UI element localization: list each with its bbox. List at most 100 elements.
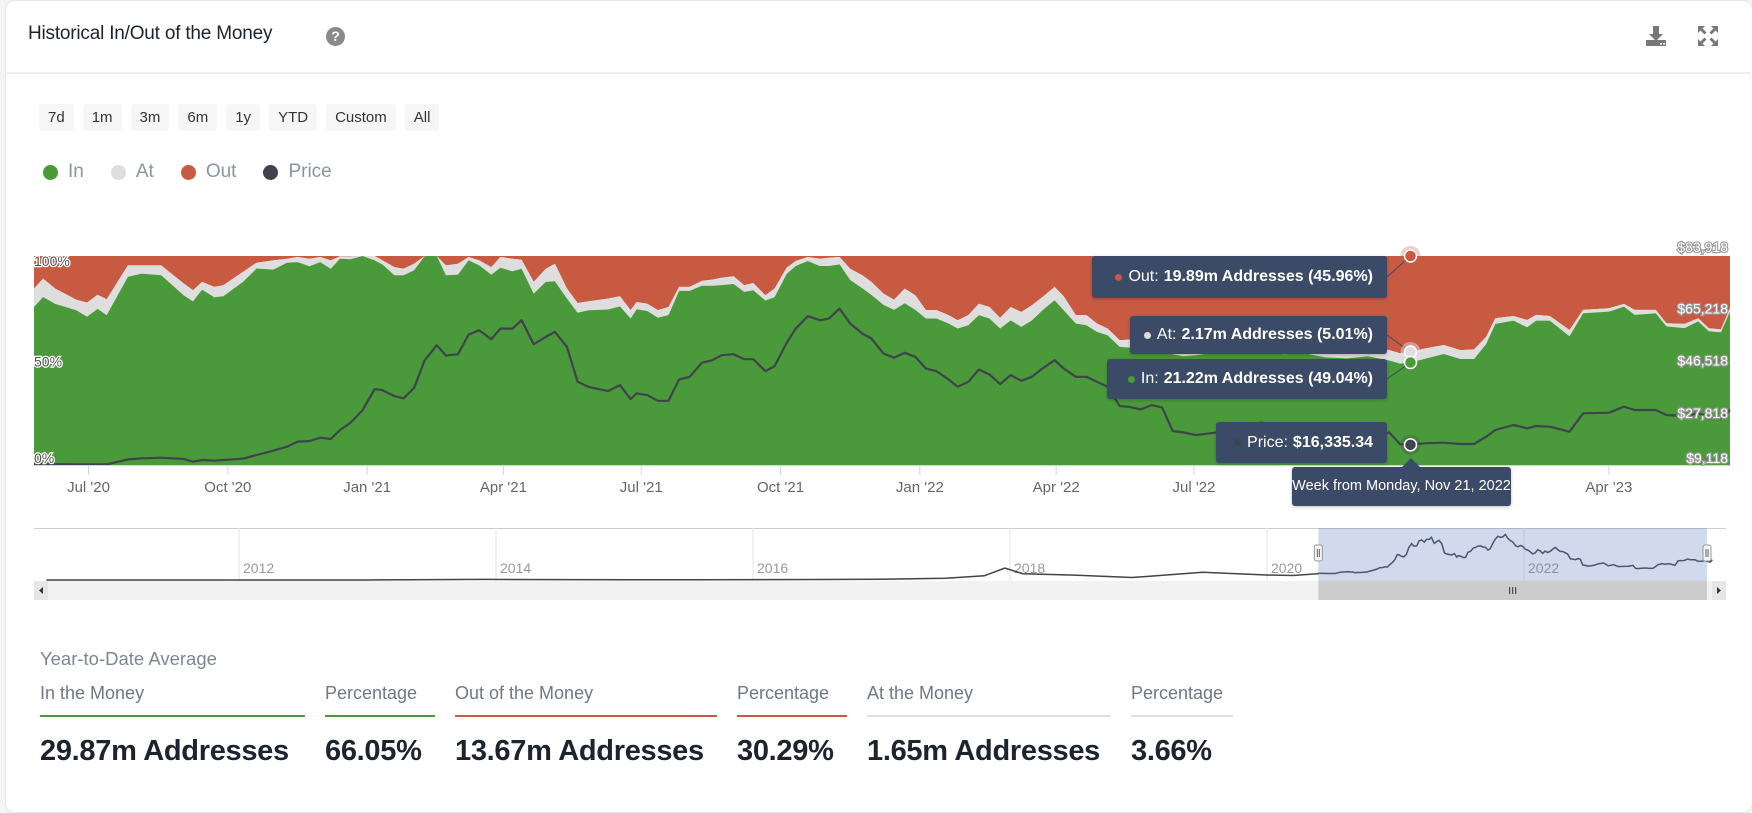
navigator-year-label: 2020 <box>1271 560 1302 576</box>
tooltip-dot-out <box>1115 273 1123 281</box>
tooltip-out: Out: 19.89m Addresses (45.96%) <box>1092 256 1387 298</box>
range-all-button[interactable]: All <box>404 104 440 131</box>
stat-at-the-money: At the Money 1.65m Addresses <box>867 683 1111 768</box>
x-tick-label: Jul '20 <box>67 479 110 496</box>
navigator-year-label: 2014 <box>500 560 531 576</box>
x-tick-label: Jan '21 <box>343 479 391 496</box>
header-divider <box>5 72 1751 74</box>
legend-item-at[interactable]: At <box>110 161 154 183</box>
stat-label: Percentage <box>325 683 418 703</box>
arrow-left-icon <box>39 587 43 594</box>
x-tick-label: Jul '22 <box>1172 479 1215 496</box>
x-tick-label: Jan '22 <box>896 479 944 496</box>
stats-heading: Year-to-Date Average <box>40 648 217 669</box>
range-6m-button[interactable]: 6m <box>178 104 218 131</box>
tooltip-label: In: <box>1140 370 1159 387</box>
x-tick-label: Apr '23 <box>1585 479 1632 496</box>
legend: In At Out Price <box>43 161 359 183</box>
stat-underline <box>455 715 717 717</box>
question-circle-icon[interactable]: ? <box>326 27 345 46</box>
range-3m-button[interactable]: 3m <box>130 104 170 131</box>
page-title: Historical In/Out of the Money <box>28 23 273 44</box>
navigator-year-label: 2012 <box>243 560 274 576</box>
legend-item-out[interactable]: Out <box>180 161 237 183</box>
stat-at-percentage: Percentage 3.66% <box>1131 683 1233 768</box>
stat-value: 1.65m Addresses <box>867 735 1101 767</box>
stat-value: 66.05% <box>325 735 422 767</box>
range-1m-button[interactable]: 1m <box>82 104 122 131</box>
x-tick-label: Oct '20 <box>204 479 251 496</box>
range-custom-button[interactable]: Custom <box>326 104 396 131</box>
y-right-tick-label: $83,918 <box>1677 239 1728 255</box>
download-icon[interactable] <box>1643 23 1669 49</box>
stat-value: 13.67m Addresses <box>455 735 704 767</box>
stat-label: Out of the Money <box>455 683 594 703</box>
navigator-background <box>34 528 1726 581</box>
stat-underline <box>737 715 847 717</box>
legend-item-price[interactable]: Price <box>263 161 332 183</box>
legend-label: Price <box>288 161 332 182</box>
marker-in <box>1403 355 1418 370</box>
tooltip-price: Price: $16,335.34 <box>1216 422 1387 463</box>
tooltip-value: $16,335.34 <box>1292 433 1373 451</box>
y-right-tick-label: $46,518 <box>1677 353 1728 369</box>
tooltip-value: 21.22m Addresses (49.04%) <box>1163 370 1373 387</box>
y-right-tick-label: $9,118 <box>1686 450 1728 466</box>
arrow-right-icon <box>1717 587 1721 594</box>
y-left-tick-label: 50% <box>34 354 62 370</box>
legend-item-in[interactable]: In <box>43 161 84 183</box>
area-in <box>34 256 1730 465</box>
legend-label: In <box>68 161 84 182</box>
x-tick-label: Oct '21 <box>757 479 804 496</box>
tooltip-in: In: 21.22m Addresses (49.04%) <box>1107 359 1387 399</box>
stat-label: In the Money <box>40 683 145 703</box>
stat-label: Percentage <box>1131 683 1224 703</box>
legend-label: At <box>135 161 154 182</box>
stat-out-percentage: Percentage 30.29% <box>737 683 847 768</box>
tooltip-value: 19.89m Addresses (45.96%) <box>1163 268 1373 285</box>
stat-in-the-money: In the Money 29.87m Addresses <box>40 683 305 768</box>
legend-dot-in <box>43 164 58 180</box>
stat-label: Percentage <box>737 683 830 703</box>
stat-value: 29.87m Addresses <box>40 735 289 767</box>
stat-value: 30.29% <box>737 735 834 767</box>
range-ytd-button[interactable]: YTD <box>269 104 318 131</box>
legend-label: Out <box>205 161 237 182</box>
range-1y-button[interactable]: 1y <box>226 104 261 131</box>
navigator-year-label: 2016 <box>757 560 788 576</box>
stat-in-percentage: Percentage 66.05% <box>325 683 435 768</box>
navigator-year-label: 2022 <box>1528 560 1559 576</box>
range-selector: 7d 1m 3m 6m 1y YTD Custom All <box>39 104 440 131</box>
navigator-price-line <box>46 533 1713 581</box>
tooltip-label: Out: <box>1128 268 1159 285</box>
tooltip-at: At: 2.17m Addresses (5.01%) <box>1130 316 1387 354</box>
tooltip-date: Week from Monday, Nov 21, 2022 <box>1292 458 1511 506</box>
stat-underline <box>40 715 305 717</box>
x-tick-label: Jul '21 <box>620 479 663 496</box>
legend-dot-at <box>110 164 126 180</box>
range-7d-button[interactable]: 7d <box>39 104 74 131</box>
stat-underline <box>325 715 435 717</box>
y-left-tick-label: 100% <box>34 253 70 269</box>
stat-out-of-the-money: Out of the Money 13.67m Addresses <box>455 683 717 768</box>
y-right-tick-label: $27,818 <box>1677 405 1728 421</box>
navigator-handle-right[interactable] <box>1702 544 1712 562</box>
tooltip-dot-in <box>1127 375 1135 383</box>
y-right-tick-label: $65,218 <box>1677 300 1728 316</box>
legend-dot-out <box>180 164 196 180</box>
navigator-selection <box>1318 528 1707 581</box>
tooltip-label: At: <box>1156 326 1177 343</box>
scrollbar-track[interactable] <box>34 581 1726 600</box>
navigator-year-label: 2018 <box>1014 560 1045 576</box>
stat-underline <box>1131 715 1233 717</box>
navigator-handle-left[interactable] <box>1313 544 1323 562</box>
stat-label: At the Money <box>867 683 974 703</box>
expand-arrows-icon[interactable] <box>1695 23 1721 49</box>
stat-underline <box>867 715 1111 717</box>
x-tick-label: Apr '22 <box>1033 479 1080 496</box>
x-tick-label: Apr '21 <box>480 479 527 496</box>
tooltip-dot-at <box>1144 331 1151 339</box>
tooltip-value: 2.17m Addresses (5.01%) <box>1181 326 1373 343</box>
marker-out <box>1403 249 1418 263</box>
y-left-tick-label: 0% <box>34 450 54 466</box>
